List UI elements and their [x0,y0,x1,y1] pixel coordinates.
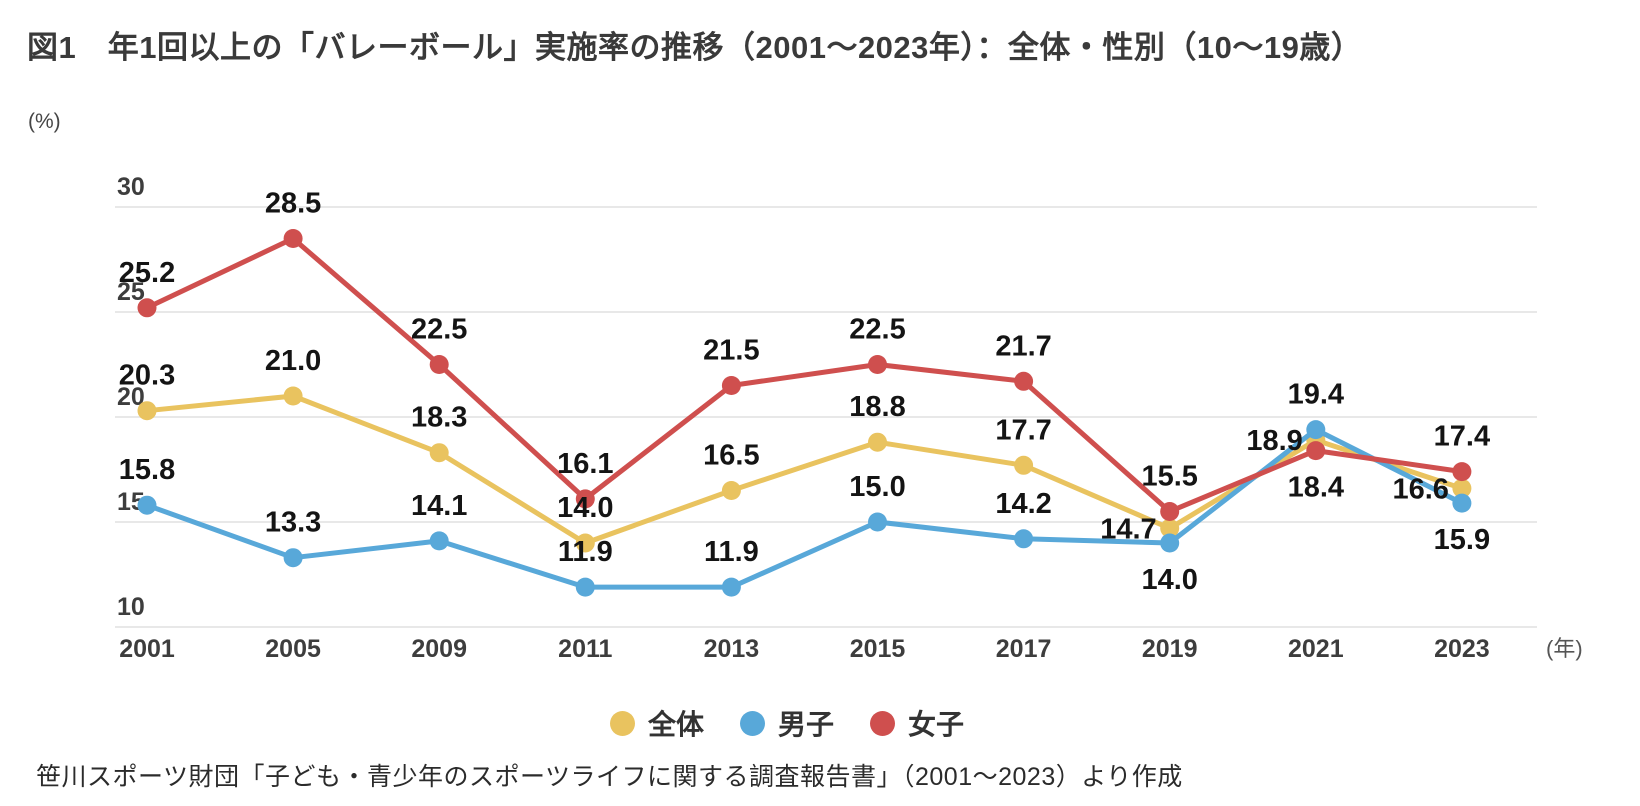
data-point-2-7 [1160,502,1180,521]
data-label-0-8: 18.9 [1246,425,1302,457]
data-point-0-2 [429,443,449,463]
y-axis-unit-label: (%) [28,110,61,133]
data-point-0-3 [575,533,595,553]
data-label-2-3: 16.1 [557,448,613,480]
x-tick-label: 2009 [411,635,467,663]
data-label-2-9: 17.4 [1434,421,1490,453]
source-note: 笹川スポーツ財団「子ども・青少年のスポーツライフに関する調査報告書」（2001～… [36,763,1183,791]
chart-title: 図1 年1回以上の「バレーボール」実施率の推移（2001～2023年）：全体・性… [27,30,1363,65]
data-point-0-5 [868,432,887,452]
legend-item-2: 女子 [870,703,964,743]
data-point-2-5 [868,355,887,374]
data-point-2-4 [721,376,741,395]
chart-legend: 全体 男子 女子 [0,703,1640,743]
data-point-1-4 [721,577,741,597]
data-label-1-4: 11.9 [704,536,759,568]
data-point-1-6 [1014,529,1034,549]
data-point-1-7 [1160,533,1180,553]
series-line-1 [144,427,1465,590]
x-axis-unit-label: (年) [1546,636,1583,661]
data-label-0-6: 17.7 [995,414,1051,446]
data-point-1-1 [283,548,303,568]
data-point-0-6 [1014,455,1034,475]
data-label-2-2: 22.5 [411,314,467,346]
data-point-0-1 [283,386,303,406]
data-label-0-9: 16.6 [1392,473,1448,505]
data-point-0-0 [137,401,157,421]
data-point-1-0 [137,495,157,515]
legend-dot-icon [609,710,635,736]
y-tick-label: 10 [117,593,145,621]
data-point-2-8 [1306,441,1326,461]
data-point-2-1 [283,229,303,248]
x-tick-label: 2015 [850,635,906,663]
data-label-2-8: 18.4 [1288,472,1344,504]
data-point-2-9 [1452,462,1472,482]
legend-dot-icon [870,710,895,736]
data-label-0-3: 14.0 [557,492,613,524]
data-label-2-4: 21.5 [703,335,759,367]
data-label-1-9: 15.9 [1434,524,1490,556]
data-label-1-8: 19.4 [1288,379,1344,411]
x-tick-label: 2013 [704,635,760,663]
data-label-1-7: 14.0 [1141,564,1197,596]
data-point-0-4 [721,481,741,500]
data-label-1-6: 14.2 [995,488,1051,520]
data-label-2-5: 22.5 [849,314,905,346]
x-tick-label: 2017 [996,635,1052,663]
data-label-0-1: 21.0 [265,345,321,377]
data-label-0-2: 18.3 [411,402,467,434]
data-label-0-4: 16.5 [703,440,759,472]
data-point-1-2 [429,531,449,551]
data-point-1-3 [575,577,595,597]
x-tick-label: 2001 [119,635,175,663]
data-label-0-7: 14.7 [1100,513,1156,545]
data-label-0-5: 18.8 [849,391,905,423]
data-point-2-2 [429,355,449,374]
legend-item-0: 全体 [609,703,704,743]
x-tick-label: 2019 [1142,635,1198,663]
data-label-2-6: 21.7 [995,330,1051,362]
data-label-2-0: 25.2 [119,257,175,289]
legend-dot-icon [739,710,765,736]
data-label-1-2: 14.1 [411,490,467,522]
data-label-1-1: 13.3 [265,507,321,539]
x-tick-label: 2011 [558,635,612,663]
x-tick-label: 2005 [265,635,321,663]
data-point-0-9 [1452,478,1472,498]
legend-label: 女子 [908,709,965,740]
data-point-1-9 [1452,493,1472,513]
data-label-1-0: 15.8 [119,454,175,486]
legend-label: 男子 [777,709,834,740]
data-label-1-3: 11.9 [558,536,613,568]
x-tick-label: 2023 [1434,635,1490,663]
data-label-0-0: 20.3 [119,360,175,392]
legend-item-1: 男子 [739,703,834,743]
data-label-2-7: 15.5 [1141,461,1197,493]
legend-label: 全体 [647,709,704,740]
data-label-1-5: 15.0 [849,471,905,503]
data-point-2-0 [137,298,157,318]
data-point-1-8 [1306,420,1326,440]
data-point-2-3 [575,489,595,509]
series-line-2 [144,236,1465,514]
x-tick-label: 2021 [1288,635,1344,663]
y-tick-label: 30 [117,173,145,201]
data-label-2-1: 28.5 [265,188,321,220]
data-point-0-7 [1160,518,1180,538]
data-point-1-5 [868,512,887,532]
data-point-2-6 [1014,371,1034,391]
